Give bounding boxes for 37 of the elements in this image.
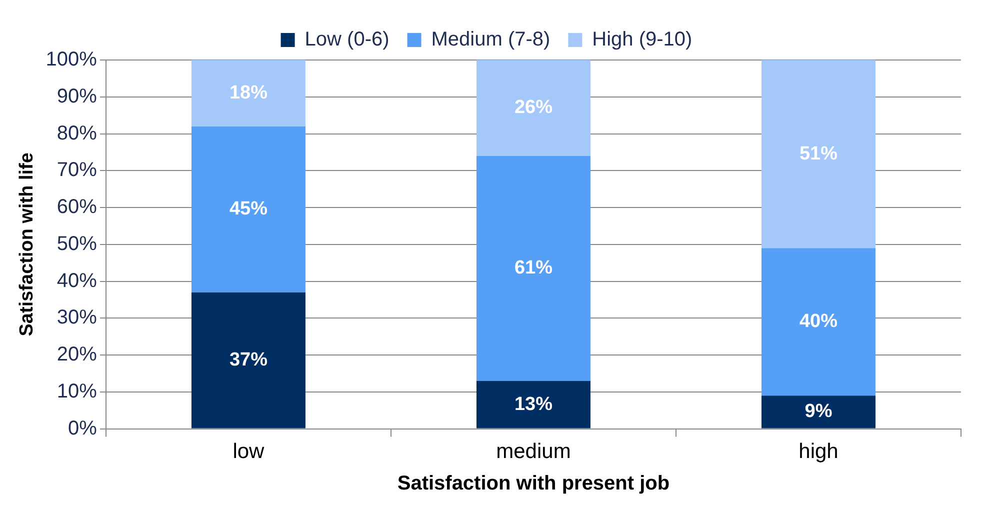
data-label: 26% <box>514 97 553 118</box>
y-axis-title: Satisfaction with life <box>16 152 38 336</box>
data-label: 61% <box>514 258 553 279</box>
data-label: 37% <box>229 350 268 371</box>
x-tick-label: low <box>232 440 266 464</box>
data-label: 45% <box>229 198 268 220</box>
data-label: 13% <box>514 394 553 415</box>
y-tick-label: 60% <box>56 196 98 218</box>
x-tick-label: high <box>798 440 838 464</box>
y-tick-label: 80% <box>56 122 98 144</box>
legend-label: Medium (7-8) <box>431 28 550 51</box>
legend-label: High (9-10) <box>592 28 692 51</box>
y-tick-label: 30% <box>56 306 98 329</box>
y-tick-label: 20% <box>56 344 98 366</box>
y-tick-label: 100% <box>46 48 98 71</box>
y-tick-label: 40% <box>56 270 98 292</box>
y-tick-label: 50% <box>56 232 98 255</box>
data-label: 18% <box>229 82 268 104</box>
y-tick-label: 90% <box>56 85 98 108</box>
data-label: 9% <box>804 401 832 422</box>
bar <box>191 60 306 126</box>
bar <box>761 248 876 396</box>
data-label: 51% <box>799 143 838 164</box>
legend-label: Low (0-6) <box>304 28 390 51</box>
bar <box>191 126 306 292</box>
bar <box>476 380 590 428</box>
x-tick-label: medium <box>496 440 571 464</box>
bar <box>476 60 590 156</box>
bar <box>476 156 590 381</box>
y-tick-label: 0% <box>68 417 98 440</box>
y-tick-label: 70% <box>56 159 98 182</box>
bar <box>191 292 306 428</box>
data-label: 40% <box>799 311 838 332</box>
x-axis-title: Satisfaction with present job <box>397 472 670 495</box>
bar <box>761 396 876 428</box>
bar <box>761 60 876 248</box>
y-tick-label: 10% <box>56 380 98 402</box>
